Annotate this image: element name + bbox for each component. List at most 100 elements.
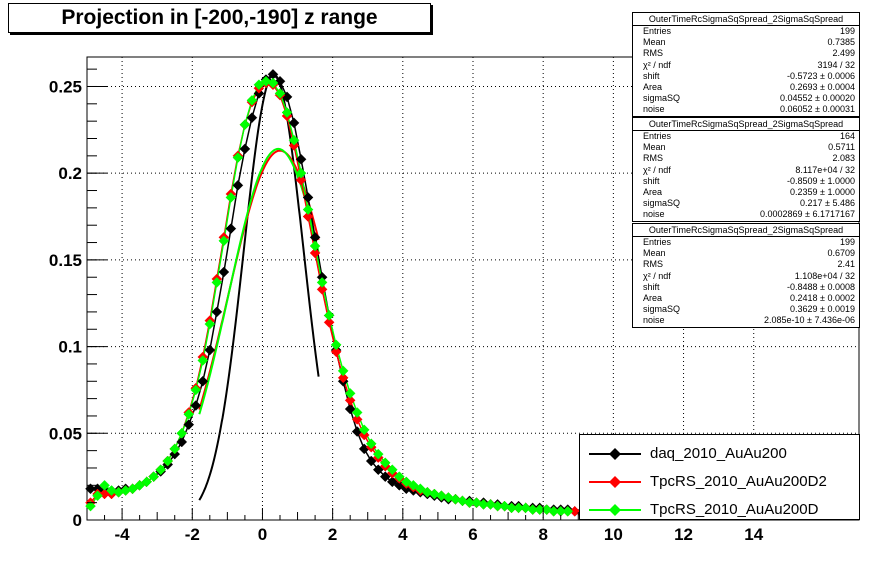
data-point: [183, 408, 195, 420]
data-point: [323, 310, 335, 321]
stats-box: OuterTimeRcSigmaSqSpread_2SigmaSqSpread E…: [632, 223, 860, 328]
x-tick-label: 12: [674, 525, 693, 544]
data-point: [281, 107, 293, 118]
data-point: [372, 464, 384, 476]
stats-row: sigmaSQ 0.3629 ± 0.0019: [633, 304, 859, 315]
stats-value: 0.217 ± 5.486: [800, 198, 855, 209]
legend-swatch: [589, 504, 641, 516]
data-point: [379, 471, 391, 483]
stats-value: 0.5711: [828, 142, 855, 153]
data-point: [204, 344, 216, 356]
data-point: [211, 277, 223, 288]
stats-value: 0.3629 ± 0.0019: [790, 304, 855, 315]
stats-row: noise 2.085e-10 ± 7.436e-06: [633, 315, 859, 326]
data-point: [127, 483, 138, 495]
stats-label: RMS: [643, 48, 663, 59]
data-point: [365, 438, 377, 450]
stats-label: Mean: [643, 248, 666, 259]
stats-label: Area: [643, 293, 663, 304]
data-point: [288, 117, 300, 129]
y-tick-label: 0.2: [58, 164, 82, 183]
data-point: [309, 240, 321, 252]
data-point: [232, 152, 244, 163]
stats-value: 0.0002869 ± 6.1717167: [759, 209, 855, 220]
fit-curve: [198, 73, 320, 501]
legend-label: TpcRS_2010_AuAu200D: [650, 501, 819, 518]
stats-label: Area: [643, 187, 663, 198]
stats-value: 2.499: [832, 48, 855, 59]
data-point: [344, 394, 356, 406]
data-point: [176, 427, 188, 439]
stats-row: Mean 0.5711: [633, 142, 859, 153]
stats-row: χ² / ndf 1.108e+04 / 32: [633, 271, 859, 282]
data-point: [267, 77, 279, 89]
data-point: [358, 424, 370, 436]
stats-label: sigmaSQ: [643, 93, 681, 104]
stats-row: Mean 0.7385: [633, 37, 859, 48]
legend-label: TpcRS_2010_AuAu200D2: [650, 473, 827, 490]
legend-entry: daq_2010_AuAu200: [580, 441, 859, 467]
data-point: [330, 346, 342, 358]
stats-value: -0.5723 ± 0.0006: [787, 70, 855, 81]
data-point: [386, 476, 398, 488]
data-markers: [85, 68, 616, 519]
stats-value: 0.06052 ± 0.00031: [779, 104, 855, 115]
stats-row: shift -0.5723 ± 0.0006: [633, 71, 859, 82]
data-point: [316, 277, 328, 288]
stats-row: χ² / ndf 3194 / 32: [633, 60, 859, 71]
stats-value: 0.2418 ± 0.0002: [790, 293, 855, 304]
data-point: [344, 403, 356, 415]
data-point: [351, 414, 363, 425]
stats-label: shift: [643, 175, 660, 186]
data-point: [92, 490, 103, 502]
stats-label: noise: [643, 315, 665, 326]
stats-box: OuterTimeRcSigmaSqSpread_2SigmaSqSpread E…: [632, 117, 860, 222]
data-point: [141, 476, 153, 488]
stats-value: 0.2693 ± 0.0004: [790, 82, 855, 93]
data-point: [372, 448, 384, 460]
stats-value: 0.2359 ± 1.0000: [790, 187, 855, 198]
stats-label: χ² / ndf: [643, 164, 671, 175]
data-point: [169, 443, 181, 455]
y-tick-label: 0.25: [49, 77, 82, 96]
stats-value: 8.117e+04 / 32: [795, 164, 855, 175]
data-point: [190, 400, 202, 411]
stats-row: sigmaSQ 0.217 ± 5.486: [633, 198, 859, 209]
stats-box-header: OuterTimeRcSigmaSqSpread_2SigmaSqSpread: [633, 224, 859, 237]
data-point: [197, 355, 209, 366]
legend-swatch: [589, 448, 641, 460]
data-point: [302, 211, 314, 222]
stats-label: Area: [643, 82, 663, 93]
x-axis: -4 -2 0 2 4 6 8 10 12 14: [86, 508, 860, 544]
x-tick-label: 6: [468, 525, 477, 544]
data-point: [379, 457, 391, 469]
stats-row: noise 0.0002869 ± 6.1717167: [633, 209, 859, 220]
stats-label: Entries: [643, 131, 672, 141]
data-point: [99, 479, 110, 491]
stats-row: RMS 2.499: [633, 48, 859, 59]
stats-value: 2.085e-10 ± 7.436e-06: [763, 315, 855, 326]
data-point: [148, 471, 160, 483]
x-tick-label: -4: [115, 525, 131, 544]
stats-label: RMS: [643, 153, 663, 164]
data-point: [204, 318, 216, 330]
x-tick-label: 8: [538, 525, 547, 544]
data-point: [309, 247, 321, 259]
stats-row: Area 0.2418 ± 0.0002: [633, 293, 859, 304]
stats-row: Entries 164: [633, 131, 859, 142]
stats-row: sigmaSQ 0.04552 ± 0.00020: [633, 93, 859, 104]
data-point: [337, 372, 349, 384]
data-point: [218, 266, 230, 278]
data-point: [415, 483, 426, 495]
stats-value: 0.04552 ± 0.00020: [779, 93, 855, 104]
data-point: [288, 134, 300, 146]
stats-box: OuterTimeRcSigmaSqSpread_2SigmaSqSpread E…: [632, 12, 860, 117]
stats-row: shift -0.8488 ± 0.0008: [633, 282, 859, 293]
y-tick-label: 0.15: [49, 251, 82, 270]
stats-row: χ² / ndf 8.117e+04 / 32: [633, 165, 859, 176]
data-point: [225, 192, 237, 203]
stats-value: -0.8509 ± 1.0000: [787, 175, 855, 186]
data-point: [365, 455, 377, 467]
data-point: [225, 223, 237, 235]
stats-label: Entries: [643, 26, 672, 36]
